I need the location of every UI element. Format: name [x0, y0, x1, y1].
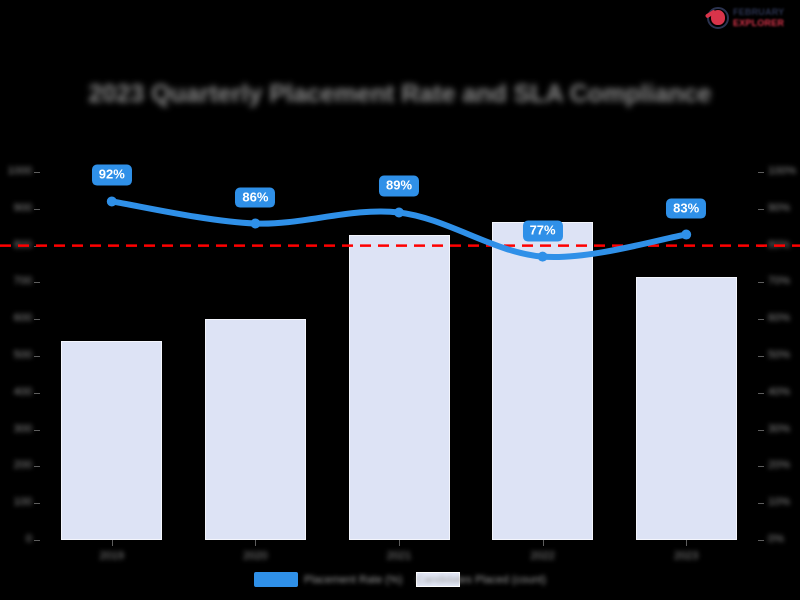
- right-axis-tick-label: 50%: [768, 349, 791, 361]
- brand-logo: FEBRUARY EXPLORER: [704, 4, 794, 32]
- right-axis-tick-label: 80%: [768, 238, 791, 251]
- left-axis-tick: [34, 319, 40, 321]
- left-axis-tick: [34, 429, 40, 431]
- chart-title: 2023 Quarterly Placement Rate and SLA Co…: [88, 80, 712, 108]
- right-axis-tick-label: 30%: [768, 422, 791, 435]
- logo-text-line1: FEBRUARY: [733, 7, 785, 17]
- left-axis-tick-label: 700: [13, 275, 32, 288]
- right-axis-tick: [758, 356, 764, 357]
- left-axis-tick: [34, 466, 40, 468]
- left-axis-tick: [34, 172, 40, 173]
- left-axis-tick-label: 400: [13, 385, 32, 398]
- left-axis-tick: [34, 503, 40, 505]
- logo-text-line2: EXPLORER: [733, 18, 785, 28]
- x-axis-tick: [542, 540, 544, 546]
- left-axis-tick: [34, 282, 40, 284]
- right-axis-tick-label: 40%: [768, 385, 791, 398]
- left-axis-tick-label: 100: [13, 496, 32, 509]
- legend-label-1: Candidates Placed (count): [416, 573, 547, 586]
- plot-area: 1000 900 800 700 600 500 400 300 200 100 0 100% 90% 8…: [8, 165, 797, 562]
- bar-2022[interactable]: [492, 221, 594, 540]
- right-axis-tick: [758, 245, 764, 247]
- right-axis-tick: [758, 503, 764, 505]
- x-axis-label-2023: 2023: [673, 550, 699, 562]
- data-label-2021: 89%: [378, 176, 420, 197]
- left-axis-tick-label: 0: [25, 533, 32, 545]
- data-label-2019: 92%: [91, 164, 132, 186]
- x-axis-tick: [255, 540, 257, 546]
- left-axis-tick: [34, 245, 40, 247]
- x-axis-tick: [686, 540, 688, 546]
- right-axis-tick-label: 90%: [768, 201, 791, 214]
- x-axis-label-2019: 2019: [99, 550, 125, 562]
- left-axis-tick-label: 300: [13, 422, 32, 435]
- legend-label-0: Placement Rate (%): [303, 573, 403, 586]
- left-axis-tick: [34, 540, 40, 541]
- x-axis-label-2020: 2020: [243, 550, 268, 562]
- legend-item-0[interactable]: Placement Rate (%): [253, 572, 403, 587]
- right-axis-tick-label: 100%: [768, 165, 797, 177]
- left-axis-tick-label: 900: [13, 201, 32, 214]
- left-axis-tick-label: 600: [13, 312, 32, 325]
- legend-swatch-0: [253, 572, 298, 587]
- x-axis-label-2022: 2022: [530, 550, 555, 562]
- bar-2019[interactable]: [61, 341, 163, 540]
- data-label-2020: 86%: [235, 187, 276, 208]
- right-axis-tick-label: 10%: [768, 496, 791, 509]
- right-axis-tick: [758, 172, 764, 173]
- left-axis-tick: [34, 356, 40, 357]
- left-axis-tick-label: 1000: [7, 165, 32, 177]
- legend-item-1[interactable]: Candidates Placed (count): [416, 572, 547, 587]
- chart-legend: Placement Rate (%) Candidates Placed (cou…: [0, 572, 800, 587]
- x-axis-tick: [111, 540, 113, 546]
- left-axis-tick-label: 200: [13, 459, 32, 472]
- data-label-2022: 77%: [522, 220, 563, 242]
- right-axis-tick: [758, 429, 764, 431]
- bar-2023[interactable]: [635, 276, 737, 540]
- bar-2020[interactable]: [204, 319, 306, 540]
- right-axis-tick-label: 70%: [768, 275, 791, 288]
- right-axis-tick: [758, 466, 764, 468]
- left-axis-tick: [34, 392, 40, 394]
- legend-swatch-1: [416, 572, 461, 587]
- x-axis-tick: [399, 540, 400, 546]
- left-axis-tick: [34, 208, 40, 210]
- right-axis-tick: [758, 282, 764, 284]
- left-axis-tick-label: 800: [13, 238, 32, 251]
- right-axis-tick: [758, 319, 764, 321]
- right-axis-tick-label: 20%: [768, 459, 791, 472]
- right-axis-tick-label: 60%: [768, 312, 791, 325]
- right-axis-tick-label: 0%: [768, 533, 784, 545]
- bar-2021[interactable]: [348, 234, 450, 540]
- right-axis-tick: [758, 208, 764, 210]
- left-axis-tick-label: 500: [13, 349, 32, 361]
- data-label-2023: 83%: [666, 198, 707, 220]
- right-axis-tick: [758, 392, 764, 394]
- right-axis-tick: [758, 540, 764, 541]
- logo-emblem-icon: [704, 6, 730, 30]
- x-axis-label-2021: 2021: [386, 550, 412, 562]
